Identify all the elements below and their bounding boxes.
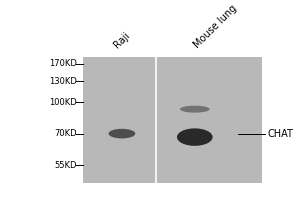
Ellipse shape [180,106,210,113]
Ellipse shape [109,129,135,138]
Text: 100KD: 100KD [50,98,77,107]
Text: 70KD: 70KD [55,129,77,138]
FancyBboxPatch shape [83,57,262,183]
Text: Mouse lung: Mouse lung [192,3,239,50]
Text: 130KD: 130KD [50,77,77,86]
Text: CHAT: CHAT [268,129,293,139]
Ellipse shape [177,128,213,146]
Text: 55KD: 55KD [55,161,77,170]
Text: 170KD: 170KD [50,59,77,68]
Text: Raji: Raji [112,30,132,50]
